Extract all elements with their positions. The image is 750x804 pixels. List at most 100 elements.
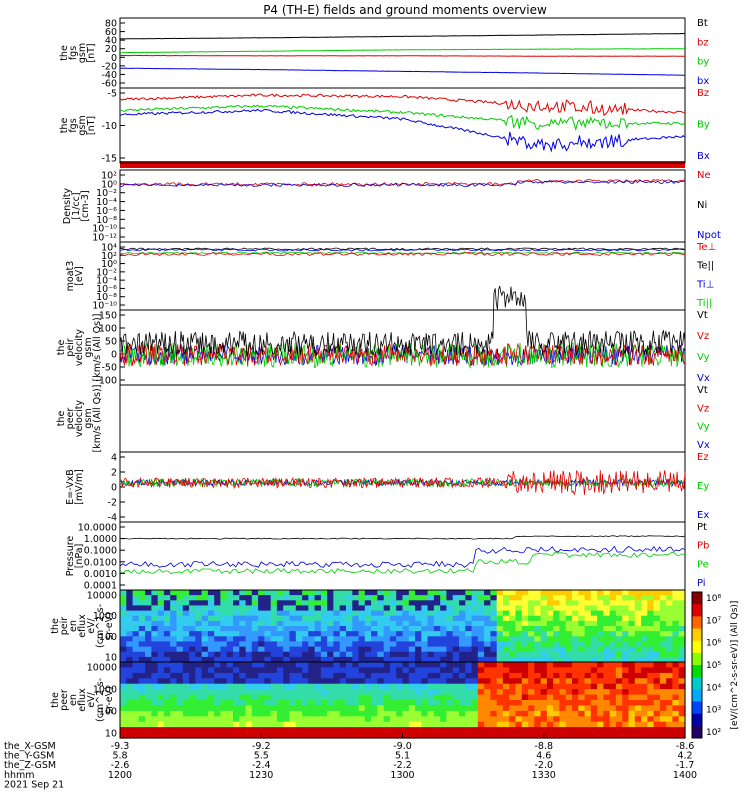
spectrogram-cell [465,727,473,734]
spectrogram-cell [521,656,529,663]
spectrogram-cell [371,727,378,734]
spectrogram-cell [264,683,272,690]
spectrogram-cell [553,700,561,706]
density-ytick-label: 10⁻⁴ [96,197,117,208]
spectrogram-cell [572,610,579,617]
spectrogram-cell [258,683,265,690]
spectrogram-cell [502,636,510,642]
spectrogram-cell [678,700,686,706]
spectrogram-cell [151,683,159,690]
spectrogram-cell [459,590,466,596]
spectrogram-cell [258,716,265,723]
spectrogram-cell [559,678,567,685]
spectrogram-cell [440,678,448,685]
spectrogram-cell [302,700,309,706]
spectrogram-cell [653,710,661,717]
spectrogram-cell [383,705,391,712]
spectrogram-cell [584,590,592,596]
spectrogram-cell [163,683,171,690]
spectrogram-cell [622,656,630,663]
spectrogram-cell [308,667,316,674]
spectrogram-cell [452,662,460,668]
spectrogram-cell [157,732,165,739]
spectrogram-cell [653,700,661,706]
spectrogram-cell [270,651,278,658]
spectrogram-cell [176,700,184,706]
spectrogram-cell [189,646,196,653]
spectrogram-cell [433,705,441,712]
spectrogram-cell [572,662,579,668]
density-legend-ne: Ne [697,170,711,181]
spectrogram-cell [358,620,366,627]
spectrogram-cell [584,605,592,612]
efield-ylabel: [mV/m] [74,469,85,505]
colorbar-tick-label: 10² [706,728,721,738]
spectrogram-cell [609,646,617,653]
spectrogram-cell [264,667,272,674]
spectrogram-cell [358,678,366,685]
spectrogram-cell [295,590,303,596]
spectrogram-cell [465,636,473,642]
spectrogram-cell [276,683,284,690]
spectrogram-cell [383,595,391,601]
spectrogram-cell [628,667,636,674]
spectrogram-cell [490,615,498,622]
spectrogram-cell [389,667,397,674]
spectrogram-cell [484,727,491,734]
spectrogram-cell [427,605,435,612]
spectrogram-cell [553,683,561,690]
spectrogram-cell [214,610,222,617]
spectrogram-cell [477,636,485,642]
spectrogram-cell [609,683,617,690]
spectrogram-cell [471,651,479,658]
spectrogram-cell [283,727,291,734]
spectrogram-cell [534,672,542,679]
spectrogram-cell [641,683,648,690]
pressure-ytick-label: 0.1000 [84,546,117,557]
spectrogram-cell [509,631,517,637]
spectrogram-cell [609,615,617,622]
spectrogram-cell [452,636,460,642]
temperature-ytick-label: 10⁴ [101,243,117,254]
spectrogram-cell [327,689,335,696]
spectrogram-cell [609,689,617,696]
spectrogram-cell [333,646,341,653]
spectrogram-cell [214,683,222,690]
spectrogram-cell [214,620,222,627]
spectrogram-cell [459,620,466,627]
spectrogram-cell [515,595,523,601]
spectrogram-cell [465,615,473,622]
spectrogram-cell [314,700,322,706]
spectrogram-cell [465,590,473,596]
spectrogram-cell [339,716,347,723]
spectrogram-cell [195,672,203,679]
temperature-te-par [119,247,686,251]
spectrogram-cell [578,620,586,627]
spectrogram-cell [239,631,247,637]
spectrogram-cell [433,721,441,728]
spectrogram-cell [138,683,146,690]
spectrogram-cell [584,646,592,653]
spectrogram-cell [553,600,561,606]
spectrogram-cell [421,646,429,653]
spectrogram-cell [565,700,573,706]
spectrogram-cell [528,600,535,606]
spectrogram-cell [239,678,247,685]
temperature-ytick-label: 10⁻⁶ [96,284,117,295]
spectrogram-cell [120,700,127,706]
spectrogram-cell [189,615,196,622]
spectrogram-cell [308,705,316,712]
spectrogram-cell [283,667,291,674]
spectrogram-cell [314,626,322,632]
spectrogram-cell [346,721,353,728]
spectrogram-cell [496,705,504,712]
spectrogram-cell [609,620,617,627]
spectrogram-cell [251,651,259,658]
spectrogram-cell [597,615,604,622]
spectrogram-cell [314,727,322,734]
spectrogram-cell [521,646,529,653]
peer_eflux-ylabel: (cm^2-s- [95,678,106,722]
spectrogram-cell [459,646,466,653]
spectrogram-cell [339,626,347,632]
spectrogram-cell [364,651,372,658]
